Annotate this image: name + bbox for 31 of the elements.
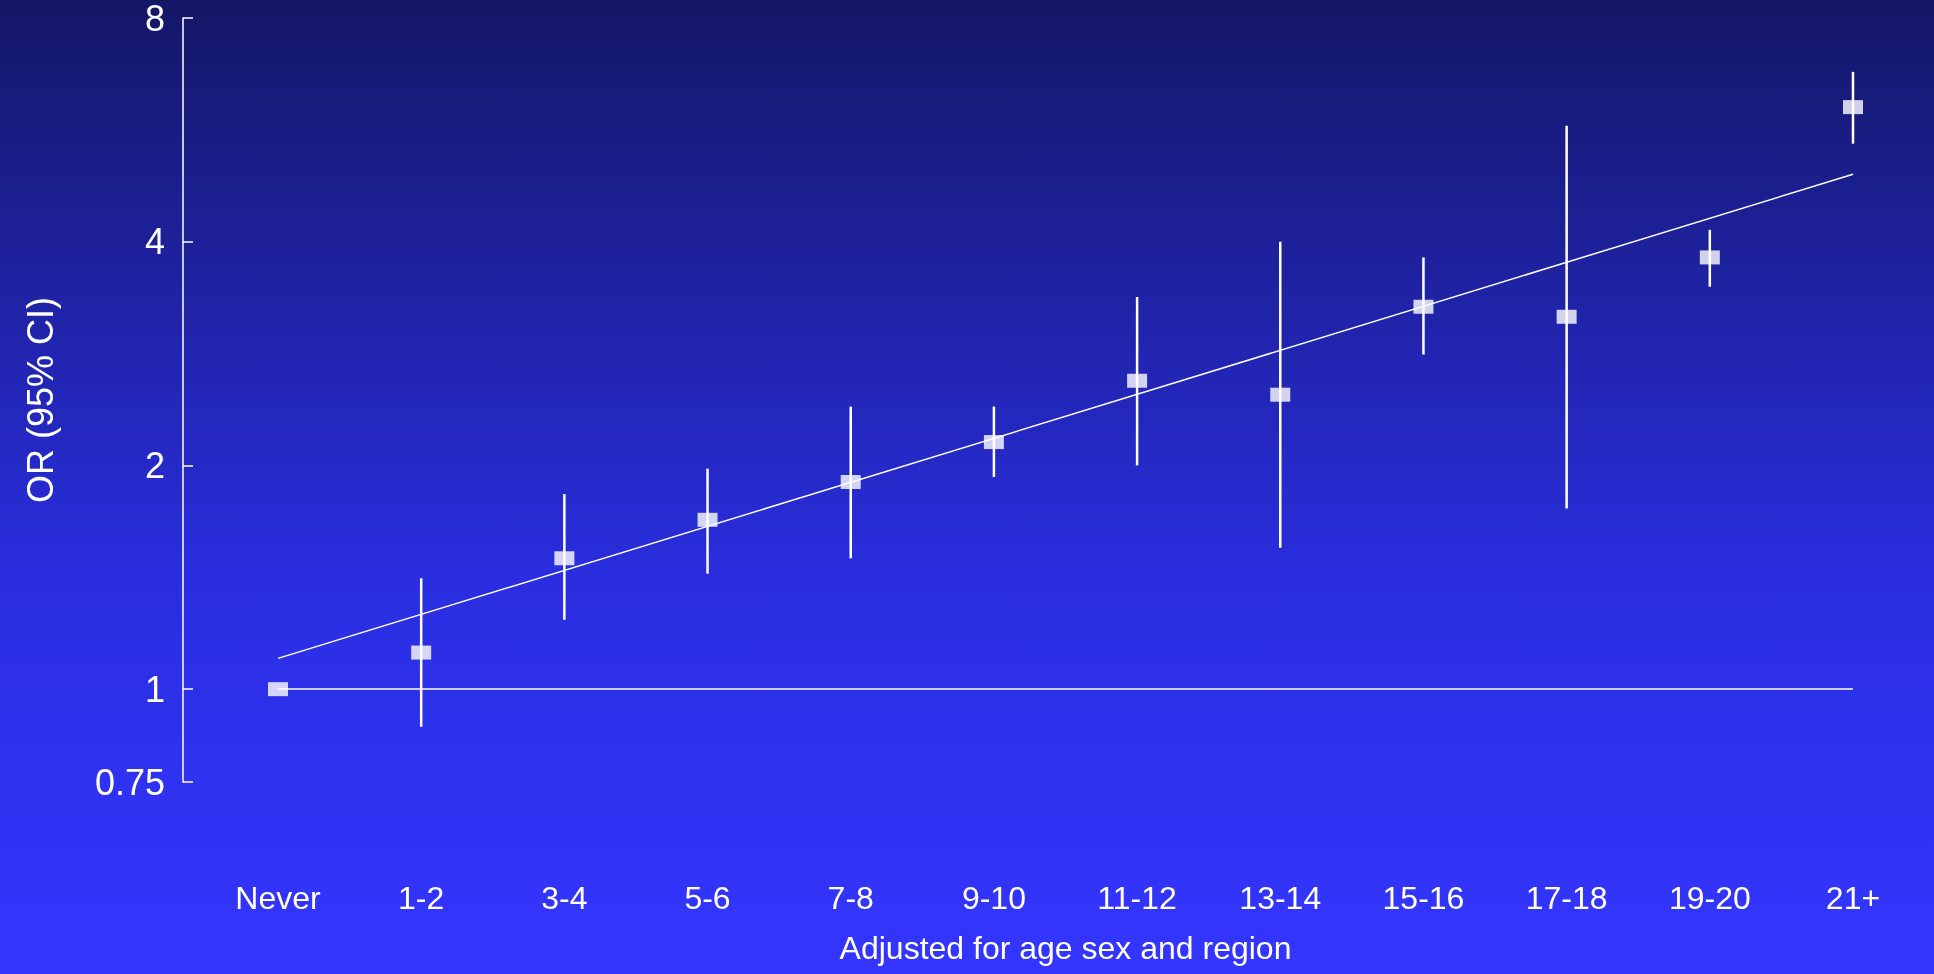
point	[840, 474, 861, 489]
point	[1413, 299, 1434, 314]
x-tick-label: 5-6	[684, 880, 731, 916]
x-tick-label: 7-8	[827, 880, 874, 916]
y-tick-label: 1	[144, 668, 165, 710]
x-tick-label: 15-16	[1382, 880, 1465, 916]
y-tick-label: 4	[144, 221, 165, 263]
x-tick-label: 17-18	[1525, 880, 1608, 916]
y-tick-label: 8	[144, 0, 165, 39]
point	[1699, 250, 1720, 265]
y-tick-label: 0.75	[94, 761, 165, 803]
x-tick-label: 19-20	[1668, 880, 1751, 916]
point	[1556, 309, 1577, 324]
point	[697, 512, 718, 527]
x-tick-label: 9-10	[961, 880, 1026, 916]
point	[1270, 387, 1291, 402]
point	[554, 551, 575, 566]
point	[268, 682, 288, 697]
point	[411, 645, 432, 660]
x-axis-title: Adjusted for age sex and region	[839, 930, 1292, 966]
y-tick-label: 2	[144, 444, 165, 486]
x-tick-label: 13-14	[1239, 880, 1322, 916]
point	[1127, 373, 1148, 388]
point	[1843, 100, 1863, 115]
x-tick-label: 11-12	[1097, 880, 1177, 916]
x-tick-label: 3-4	[541, 880, 588, 916]
x-tick-label: 21+	[1825, 880, 1881, 916]
x-tick-label: Never	[235, 880, 322, 916]
point	[983, 435, 1004, 450]
x-tick-label: 1-2	[398, 880, 445, 916]
y-axis-title: OR (95% CI)	[19, 296, 61, 504]
